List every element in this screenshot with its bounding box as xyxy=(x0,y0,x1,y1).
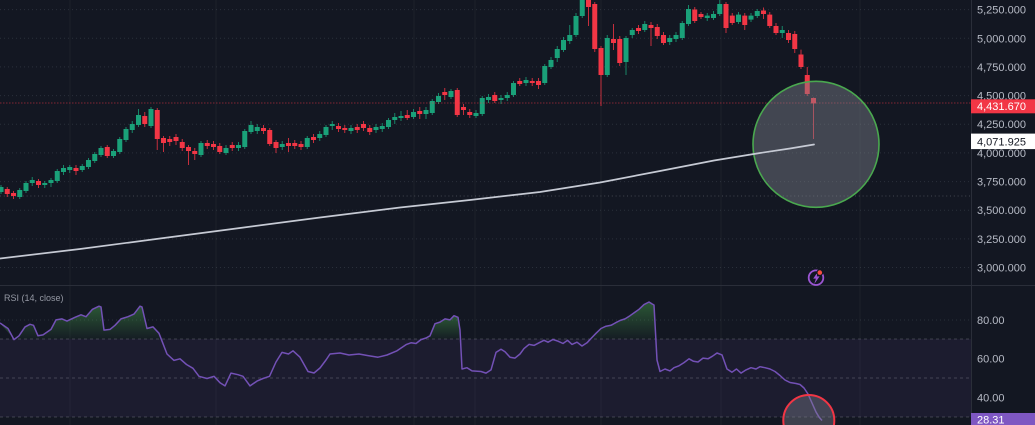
svg-text:5,250.000: 5,250.000 xyxy=(977,5,1026,17)
svg-text:40.00: 40.00 xyxy=(977,393,1005,405)
svg-text:4,431.670: 4,431.670 xyxy=(977,101,1026,113)
svg-text:3,250.000: 3,250.000 xyxy=(977,234,1026,246)
svg-text:4,250.000: 4,250.000 xyxy=(977,119,1026,131)
svg-text:RSI (14, close): RSI (14, close) xyxy=(4,293,64,303)
svg-text:4,071.925: 4,071.925 xyxy=(977,136,1026,148)
svg-text:28.31: 28.31 xyxy=(977,414,1005,425)
svg-text:3,000.000: 3,000.000 xyxy=(977,263,1026,275)
svg-text:80.00: 80.00 xyxy=(977,315,1005,327)
svg-text:4,000.000: 4,000.000 xyxy=(977,148,1026,160)
svg-text:5,000.000: 5,000.000 xyxy=(977,33,1026,45)
svg-text:4,750.000: 4,750.000 xyxy=(977,62,1026,74)
svg-text:3,500.000: 3,500.000 xyxy=(977,205,1026,217)
svg-text:3,750.000: 3,750.000 xyxy=(977,177,1026,189)
svg-text:60.00: 60.00 xyxy=(977,354,1005,366)
